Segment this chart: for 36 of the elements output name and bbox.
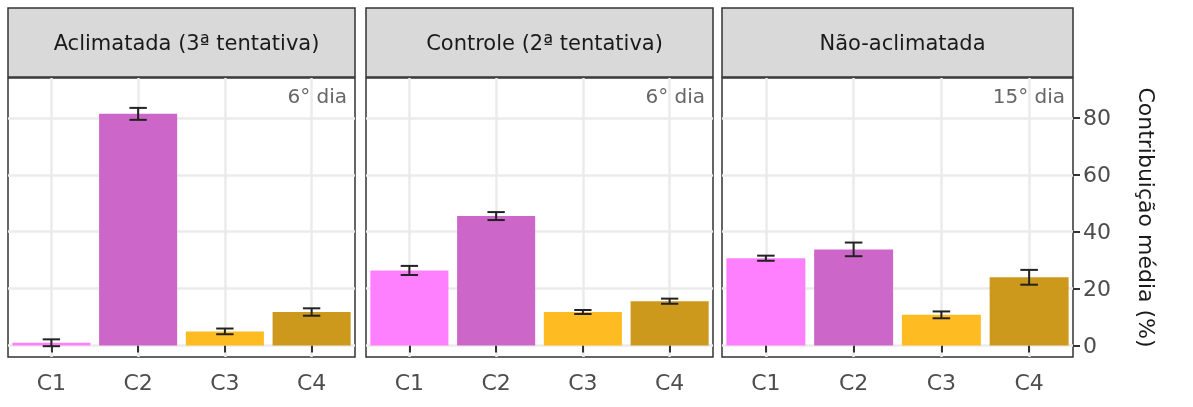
annotation: 15° dia	[992, 84, 1066, 108]
annotation: 6° dia	[287, 84, 347, 108]
bar	[99, 113, 178, 346]
x-tick-label: C4	[654, 369, 685, 395]
x-tick-label: C2	[481, 369, 511, 395]
annotation: 6° dia	[645, 84, 705, 108]
x-tick-label: C3	[210, 369, 240, 395]
x-tick-label: C1	[751, 369, 781, 395]
y-tick-label: 0	[1083, 333, 1097, 359]
y-tick-label: 60	[1083, 162, 1111, 188]
x-tick-label: C2	[123, 369, 153, 395]
bar	[814, 249, 894, 346]
bar	[630, 301, 709, 346]
y-axis-title: Contribuição média (%)	[1133, 87, 1159, 348]
bar	[272, 312, 351, 346]
chart-title: Controle (2ª tentativa)	[426, 30, 663, 55]
bar	[989, 277, 1069, 346]
x-tick-label: C2	[838, 369, 869, 395]
chart-title: Aclimatada (3ª tentativa)	[53, 30, 320, 55]
x-tick-label: C1	[394, 369, 425, 395]
bar	[370, 270, 449, 346]
y-tick-label: 20	[1083, 276, 1111, 302]
bar	[185, 331, 264, 346]
bar	[12, 342, 91, 346]
bar	[901, 314, 981, 346]
x-tick-label: C3	[568, 369, 598, 395]
x-tick-label: C3	[926, 369, 957, 395]
chart-title: Não-aclimatada	[819, 30, 986, 55]
y-tick-label: 80	[1083, 105, 1111, 131]
bar	[457, 216, 536, 346]
x-tick-label: C4	[296, 369, 327, 395]
bar	[543, 312, 622, 346]
y-tick-label: 40	[1083, 219, 1111, 245]
x-tick-label: C1	[36, 369, 67, 395]
x-tick-label: C4	[1014, 369, 1044, 395]
bar	[726, 258, 806, 346]
